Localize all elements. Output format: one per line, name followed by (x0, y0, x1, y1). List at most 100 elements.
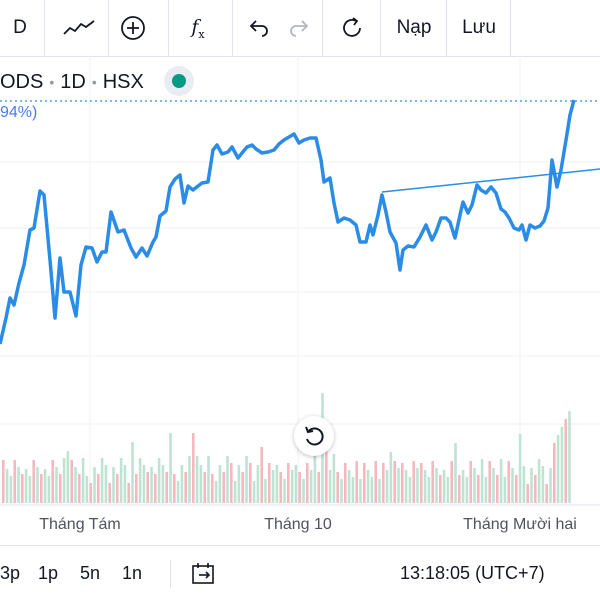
range-label: 1p (38, 563, 59, 583)
toolbar-divider (168, 0, 169, 56)
volume-bar (382, 463, 385, 503)
volume-bar (268, 463, 271, 503)
volume-bar (401, 463, 404, 503)
volume-bar (564, 419, 567, 503)
timezone-button[interactable]: 13:18:05 (UTC+7) (400, 546, 545, 601)
range-button-1p[interactable]: 1p (38, 546, 58, 601)
volume-bar (366, 470, 370, 503)
add-circle-icon (121, 16, 145, 40)
volume-bar (180, 465, 184, 503)
volume-bar (427, 477, 431, 503)
volume-bar (408, 477, 412, 503)
reset-chart-button[interactable] (294, 416, 334, 456)
volume-bar (150, 467, 153, 503)
volume-bar (264, 479, 267, 503)
volume-bar (230, 463, 233, 503)
redo-button[interactable] (282, 0, 316, 56)
volume-bar (416, 468, 419, 503)
volume-bar (317, 472, 320, 503)
toolbar-divider (380, 0, 381, 56)
volume-bar (306, 463, 309, 503)
line-chart-icon (63, 20, 95, 35)
volume-bar (465, 477, 469, 503)
volume-bar (66, 451, 70, 503)
volume-bar (176, 481, 180, 503)
interval-button[interactable]: D (0, 0, 40, 56)
volume-bar (260, 447, 263, 503)
toolbar-divider (44, 0, 45, 56)
volume-bar (233, 481, 237, 503)
volume-bar (104, 465, 108, 503)
volume-bar (138, 458, 142, 503)
volume-bar (336, 472, 339, 503)
range-label: 5n (80, 563, 101, 583)
volume-bar (541, 466, 545, 503)
volume-bar (454, 443, 457, 503)
volume-bar (477, 475, 480, 503)
volume-bar (222, 472, 225, 503)
market-status-icon[interactable] (164, 66, 194, 96)
volume-bar (480, 459, 484, 503)
volume-bar (537, 459, 541, 503)
volume-bar (351, 477, 355, 503)
x-axis-label: Tháng 10 (264, 516, 332, 533)
reload-button[interactable] (334, 0, 370, 56)
load-button[interactable]: Nạp (390, 0, 438, 56)
symbol-name: ODS (0, 70, 44, 93)
price-line (0, 99, 576, 345)
volume-bar (100, 458, 104, 503)
volume-bar (146, 472, 149, 503)
indicators-button[interactable]: fx (178, 0, 218, 56)
volume-bar (294, 465, 298, 503)
volume-bar (450, 461, 453, 503)
volume-bar (256, 465, 260, 503)
volume-bar (55, 467, 58, 503)
volume-bar (74, 467, 77, 503)
volume-bar (237, 465, 241, 503)
volume-bar (226, 456, 229, 503)
volume-bar (62, 458, 66, 503)
volume-bar (484, 477, 488, 503)
chart-type-button[interactable] (56, 0, 102, 56)
volume-bar (51, 460, 54, 503)
volume-bar (252, 481, 256, 503)
volume-bar (165, 472, 168, 503)
volume-bar (173, 474, 176, 503)
volume-bar (131, 442, 134, 503)
price-chart[interactable] (0, 56, 600, 506)
undo-button[interactable] (242, 0, 276, 56)
volume-bar (325, 438, 328, 503)
volume-bar (36, 467, 39, 503)
volume-bar (207, 456, 210, 503)
volume-bar (287, 463, 290, 503)
refresh-icon (343, 17, 361, 37)
volume-bar (309, 470, 313, 503)
volume-bar (363, 463, 366, 503)
volume-bar (389, 452, 393, 503)
toolbar-divider (322, 0, 323, 56)
symbol-interval: 1D (60, 70, 86, 93)
range-button-3p[interactable]: 3p (0, 546, 20, 601)
volume-bars (2, 393, 571, 503)
volume-bar (97, 474, 100, 503)
volume-bar (397, 468, 400, 503)
volume-bar (458, 475, 461, 503)
date-range-button[interactable] (190, 546, 218, 601)
volume-bar (154, 474, 157, 503)
bottom-divider (170, 560, 171, 588)
volume-bar (5, 469, 9, 503)
volume-bar (530, 468, 533, 503)
volume-bar (423, 470, 427, 503)
trend-line[interactable] (381, 168, 600, 193)
range-button-5n[interactable]: 5n (80, 546, 100, 601)
save-button[interactable]: Lưu (456, 0, 502, 56)
volume-bar (461, 470, 465, 503)
volume-bar (568, 411, 571, 503)
volume-bar (298, 472, 301, 503)
compare-button[interactable] (114, 0, 152, 56)
volume-bar (420, 463, 423, 503)
separator-dot: • (49, 74, 55, 90)
symbol-header[interactable]: ODS • 1D • HSX (0, 66, 144, 98)
volume-bar (511, 468, 514, 503)
range-button-1n[interactable]: 1n (122, 546, 142, 601)
